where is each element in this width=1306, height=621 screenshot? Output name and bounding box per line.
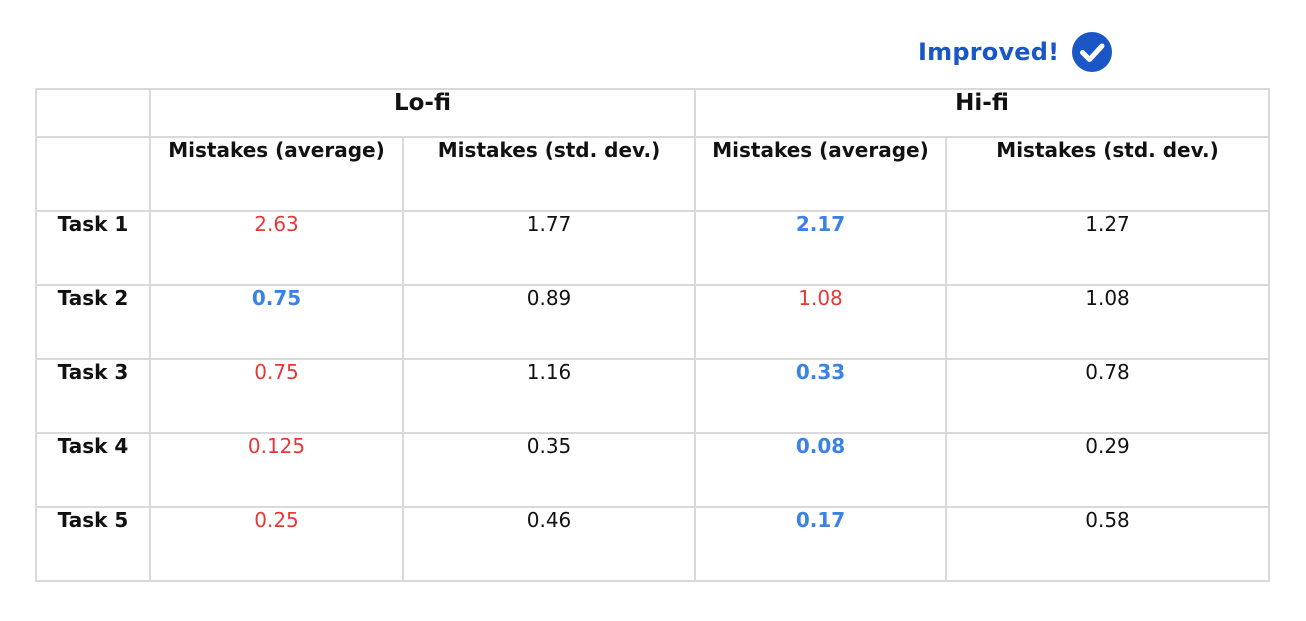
group-header-lofi: Lo-fi bbox=[149, 88, 696, 138]
improved-legend-label: Improved! bbox=[918, 38, 1060, 66]
cell-hifi-average: 2.17 bbox=[694, 210, 947, 286]
mistakes-table: Lo-fi Hi-fi Mistakes (average) Mistakes … bbox=[35, 88, 1271, 582]
cell-lofi-average: 0.125 bbox=[149, 432, 404, 508]
cell-lofi-stddev: 0.89 bbox=[402, 284, 696, 360]
column-header-row: Mistakes (average) Mistakes (std. dev.) … bbox=[35, 136, 1271, 212]
row-label: Task 3 bbox=[35, 358, 151, 434]
table-row: Task 4 0.125 0.35 0.08 0.29 bbox=[35, 432, 1271, 508]
cell-hifi-average: 0.08 bbox=[694, 432, 947, 508]
cell-hifi-stddev: 1.27 bbox=[944, 210, 1271, 286]
cell-lofi-average: 2.63 bbox=[149, 210, 404, 286]
cell-lofi-stddev: 0.35 bbox=[402, 432, 696, 508]
table-row: Task 1 2.63 1.77 2.17 1.27 bbox=[35, 210, 1271, 286]
cell-hifi-stddev: 0.78 bbox=[944, 358, 1271, 434]
cell-lofi-stddev: 1.77 bbox=[402, 210, 696, 286]
cell-lofi-average: 0.75 bbox=[149, 358, 404, 434]
cell-hifi-average: 0.33 bbox=[694, 358, 947, 434]
cell-lofi-average: 0.25 bbox=[149, 506, 404, 582]
cell-lofi-average: 0.75 bbox=[149, 284, 404, 360]
cell-hifi-average: 0.17 bbox=[694, 506, 947, 582]
table-row: Task 3 0.75 1.16 0.33 0.78 bbox=[35, 358, 1271, 434]
column-header-hifi-stddev: Mistakes (std. dev.) bbox=[944, 136, 1271, 212]
check-circle-background bbox=[1072, 32, 1113, 72]
column-header-lofi-average: Mistakes (average) bbox=[149, 136, 404, 212]
group-header-hifi: Hi-fi bbox=[693, 88, 1271, 138]
corner-cell-2 bbox=[35, 136, 151, 212]
row-label: Task 4 bbox=[35, 432, 151, 508]
cell-hifi-stddev: 0.58 bbox=[944, 506, 1271, 582]
column-header-hifi-average: Mistakes (average) bbox=[694, 136, 947, 212]
improved-legend: Improved! bbox=[918, 31, 1113, 73]
column-header-lofi-stddev: Mistakes (std. dev.) bbox=[402, 136, 696, 212]
cell-lofi-stddev: 0.46 bbox=[402, 506, 696, 582]
cell-hifi-average: 1.08 bbox=[694, 284, 947, 360]
cell-hifi-stddev: 0.29 bbox=[944, 432, 1271, 508]
row-label: Task 2 bbox=[35, 284, 151, 360]
check-circle-icon bbox=[1072, 32, 1113, 72]
corner-cell bbox=[35, 88, 151, 138]
group-header-row: Lo-fi Hi-fi bbox=[35, 88, 1271, 138]
table-row: Task 2 0.75 0.89 1.08 1.08 bbox=[35, 284, 1271, 360]
cell-hifi-stddev: 1.08 bbox=[944, 284, 1271, 360]
table-row: Task 5 0.25 0.46 0.17 0.58 bbox=[35, 506, 1271, 582]
check-mark bbox=[1080, 43, 1105, 62]
cell-lofi-stddev: 1.16 bbox=[402, 358, 696, 434]
row-label: Task 5 bbox=[35, 506, 151, 582]
row-label: Task 1 bbox=[35, 210, 151, 286]
